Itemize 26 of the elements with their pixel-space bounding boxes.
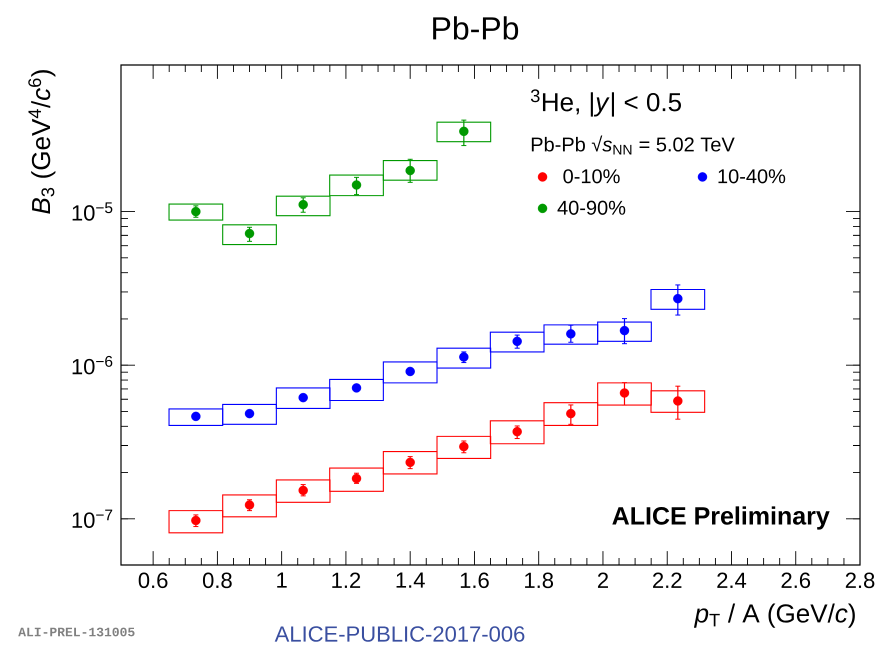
y-tick-label: 10$^{−5}$	[72, 202, 112, 221]
annotation: ALICE Preliminary	[612, 506, 830, 530]
y-tick-label: 10$^{−7}$	[72, 510, 112, 528]
x-tick-label: 0.8	[202, 572, 232, 588]
legend-label: 0-10%	[563, 169, 620, 184]
x-tick-label: 2.4	[717, 572, 746, 588]
x-tick-label: 2	[598, 572, 608, 588]
legend-label: 10-40%	[718, 169, 786, 184]
x-tick-label: 1.8	[525, 572, 554, 588]
x-axis-title: p$_{T}$ / A (GeV/c)	[694, 604, 855, 628]
x-tick-label: 0.6	[138, 572, 168, 588]
x-tick-label: 1.4	[396, 572, 425, 588]
x-tick-label: 1.6	[460, 572, 489, 588]
x-tick-label: 2.8	[846, 572, 874, 588]
text: ALI-PREL-131005	[18, 628, 135, 636]
x-tick-label: 1	[277, 572, 287, 588]
y-tick-label: 10$^{−6}$	[72, 356, 112, 374]
x-tick-label: 2.2	[653, 572, 682, 588]
x-tick-label: 2.6	[782, 572, 810, 588]
y-axis-title: B$_{3}$ (GeV$^{4}$/c$^{6}$)	[28, 70, 56, 214]
annotation: Pb-Pb √s$_{NN}$ = 5.02 TeV	[532, 136, 735, 154]
x-tick-label: 1.2	[332, 572, 360, 588]
text: ALICE-PUBLIC-2017-006	[274, 626, 524, 642]
legend-label: 40-90%	[558, 200, 626, 215]
annotation: $^{3}$He, |y| < 0.5	[530, 89, 681, 117]
chart-title: Pb-Pb	[433, 16, 518, 40]
